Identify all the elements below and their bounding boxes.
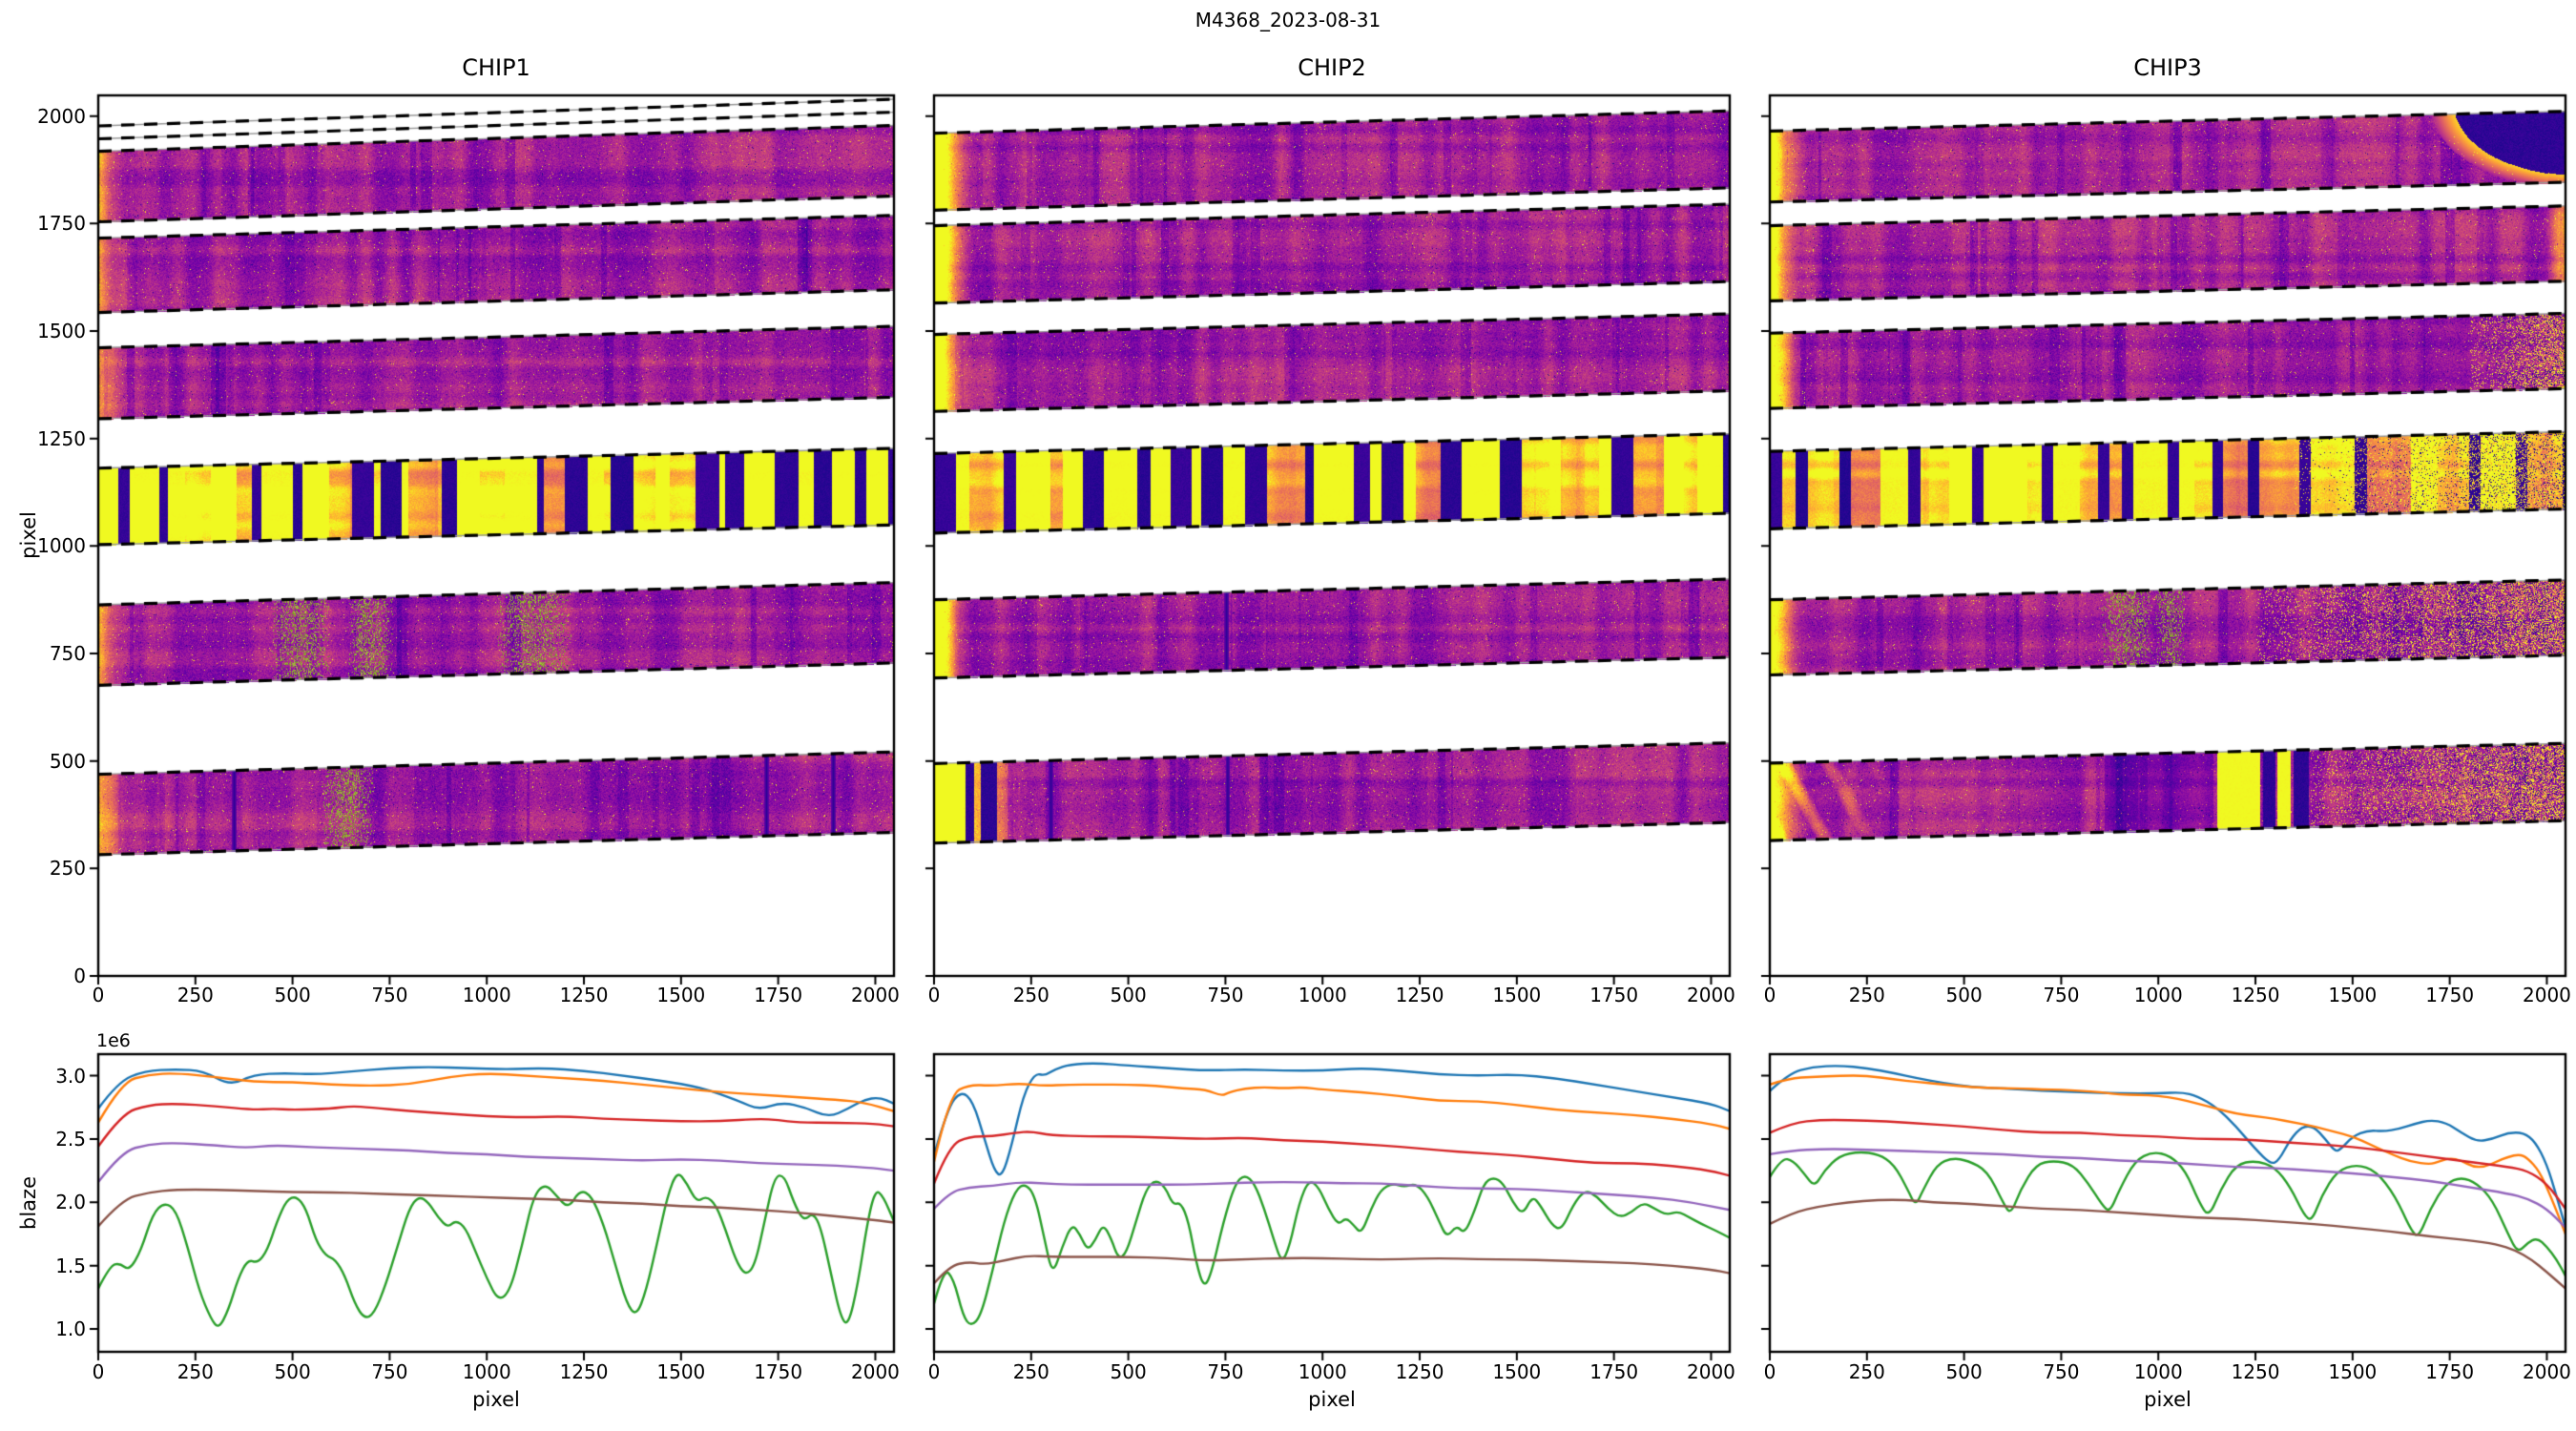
- bottom-xtick-label: 1750: [2425, 1360, 2475, 1383]
- top-ytick-label: 1750: [37, 212, 86, 236]
- top-ytick-label: 2000: [37, 104, 86, 128]
- bottom-xtick-label: 0: [1763, 1360, 1776, 1383]
- top-xtick-label: 2000: [1687, 984, 1735, 1006]
- bottom-ytick-label: 2.5: [55, 1127, 86, 1151]
- bottom-xtick-label: 2000: [1687, 1360, 1735, 1383]
- top-xtick-label: 1250: [1395, 984, 1444, 1006]
- top-xtick-label: 1750: [754, 984, 803, 1006]
- top-xtick-label: 500: [1110, 984, 1147, 1006]
- bottom-xtick-label: 1250: [2231, 1360, 2280, 1383]
- bottom-xtick-label: 2000: [2523, 1360, 2571, 1383]
- top-ytick-label: 0: [73, 964, 86, 987]
- bottom-xtick-label: 1750: [754, 1360, 803, 1383]
- bottom-xtick-label: 250: [177, 1360, 214, 1383]
- top-xtick-label: 1000: [1298, 984, 1347, 1006]
- bottom-xlabel-chip2: pixel: [1308, 1388, 1356, 1411]
- bottom-xtick-label: 1500: [656, 1360, 706, 1383]
- top-xtick-label: 500: [274, 984, 311, 1006]
- panel-title-chip1: CHIP1: [462, 54, 530, 81]
- bottom-xtick-label: 750: [1207, 1360, 1244, 1383]
- y-axis-offset-text: 1e6: [96, 1030, 131, 1051]
- top-ytick-label: 1000: [37, 534, 86, 558]
- top-ytick-label: 500: [49, 749, 86, 773]
- top-ytick-label: 250: [49, 857, 86, 881]
- bottom-ytick-label: 1.0: [55, 1317, 86, 1341]
- top-ytick-label: 1500: [37, 319, 86, 342]
- bottom-ytick-label: 2.0: [55, 1191, 86, 1214]
- top-xtick-label: 1250: [2231, 984, 2280, 1006]
- top-xtick-label: 1500: [2328, 984, 2378, 1006]
- top-xtick-label: 2000: [851, 984, 900, 1006]
- top-xtick-label: 250: [1012, 984, 1049, 1006]
- bottom-xtick-label: 500: [1110, 1360, 1147, 1383]
- bottom-xtick-label: 1500: [2328, 1360, 2378, 1383]
- bottom-xtick-label: 250: [1848, 1360, 1885, 1383]
- bottom-xtick-label: 1250: [1395, 1360, 1444, 1383]
- bottom-xtick-label: 500: [274, 1360, 311, 1383]
- bottom-row-ylabel: blaze: [17, 1176, 40, 1230]
- bottom-xtick-label: 1000: [462, 1360, 511, 1383]
- top-xtick-label: 1000: [462, 984, 511, 1006]
- top-ytick-label: 1250: [37, 426, 86, 450]
- bottom-xtick-label: 2000: [851, 1360, 900, 1383]
- top-xtick-label: 1750: [2425, 984, 2475, 1006]
- panel-title-chip3: CHIP3: [2133, 54, 2202, 81]
- bottom-ytick-label: 1.5: [55, 1254, 86, 1277]
- top-xtick-label: 0: [92, 984, 105, 1006]
- top-xtick-label: 1000: [2133, 984, 2183, 1006]
- bottom-xlabel-chip1: pixel: [472, 1388, 520, 1411]
- top-ytick-label: 750: [49, 641, 86, 665]
- bottom-xtick-label: 250: [1012, 1360, 1049, 1383]
- bottom-xtick-label: 0: [927, 1360, 941, 1383]
- top-xtick-label: 250: [1848, 984, 1885, 1006]
- top-xtick-label: 1500: [1492, 984, 1542, 1006]
- bottom-xtick-label: 1000: [1298, 1360, 1347, 1383]
- bottom-xtick-label: 500: [1945, 1360, 1983, 1383]
- top-xtick-label: 0: [1763, 984, 1776, 1006]
- bottom-xtick-label: 1000: [2133, 1360, 2183, 1383]
- top-xtick-label: 250: [177, 984, 214, 1006]
- top-xtick-label: 0: [927, 984, 941, 1006]
- top-xtick-label: 750: [371, 984, 408, 1006]
- bottom-xtick-label: 750: [371, 1360, 408, 1383]
- bottom-xlabel-chip3: pixel: [2144, 1388, 2192, 1411]
- top-xtick-label: 2000: [2523, 984, 2571, 1006]
- bottom-ytick-label: 3.0: [55, 1064, 86, 1088]
- top-xtick-label: 1250: [559, 984, 609, 1006]
- top-xtick-label: 1500: [656, 984, 706, 1006]
- bottom-xtick-label: 1750: [1589, 1360, 1639, 1383]
- bottom-xtick-label: 0: [92, 1360, 105, 1383]
- figure-title: M4368_2023-08-31: [1195, 9, 1381, 31]
- bottom-xtick-label: 1500: [1492, 1360, 1542, 1383]
- bottom-xtick-label: 750: [2043, 1360, 2080, 1383]
- panel-title-chip2: CHIP2: [1298, 54, 1366, 81]
- top-xtick-label: 1750: [1589, 984, 1639, 1006]
- bottom-xtick-label: 1250: [559, 1360, 609, 1383]
- top-xtick-label: 750: [2043, 984, 2080, 1006]
- top-xtick-label: 500: [1945, 984, 1983, 1006]
- top-xtick-label: 750: [1207, 984, 1244, 1006]
